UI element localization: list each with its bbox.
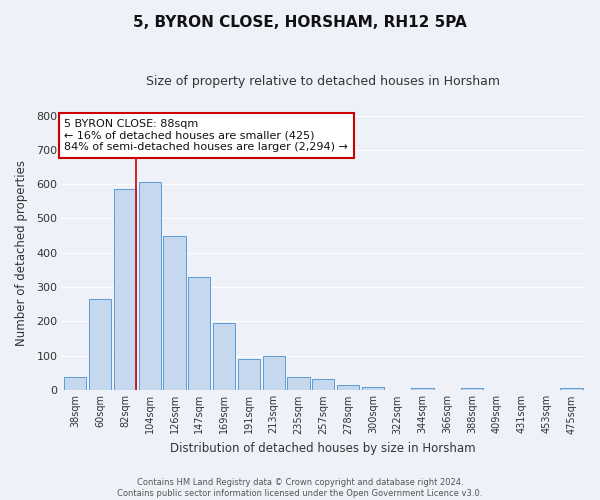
Bar [64,378,86,390]
X-axis label: Distribution of detached houses by size in Horsham: Distribution of detached houses by size … [170,442,476,455]
Bar [163,236,185,390]
Y-axis label: Number of detached properties: Number of detached properties [15,160,28,346]
Bar [213,323,235,390]
Bar [412,388,434,390]
Bar [461,388,484,390]
Text: Contains HM Land Registry data © Crown copyright and database right 2024.
Contai: Contains HM Land Registry data © Crown c… [118,478,482,498]
Bar [312,379,334,390]
Text: 5, BYRON CLOSE, HORSHAM, RH12 5PA: 5, BYRON CLOSE, HORSHAM, RH12 5PA [133,15,467,30]
Bar [238,359,260,390]
Bar [560,388,583,390]
Text: 5 BYRON CLOSE: 88sqm
← 16% of detached houses are smaller (425)
84% of semi-deta: 5 BYRON CLOSE: 88sqm ← 16% of detached h… [64,119,348,152]
Bar [263,356,285,390]
Title: Size of property relative to detached houses in Horsham: Size of property relative to detached ho… [146,75,500,88]
Bar [188,277,211,390]
Bar [114,190,136,390]
Bar [89,299,111,390]
Bar [287,377,310,390]
Bar [139,182,161,390]
Bar [362,386,384,390]
Bar [337,385,359,390]
